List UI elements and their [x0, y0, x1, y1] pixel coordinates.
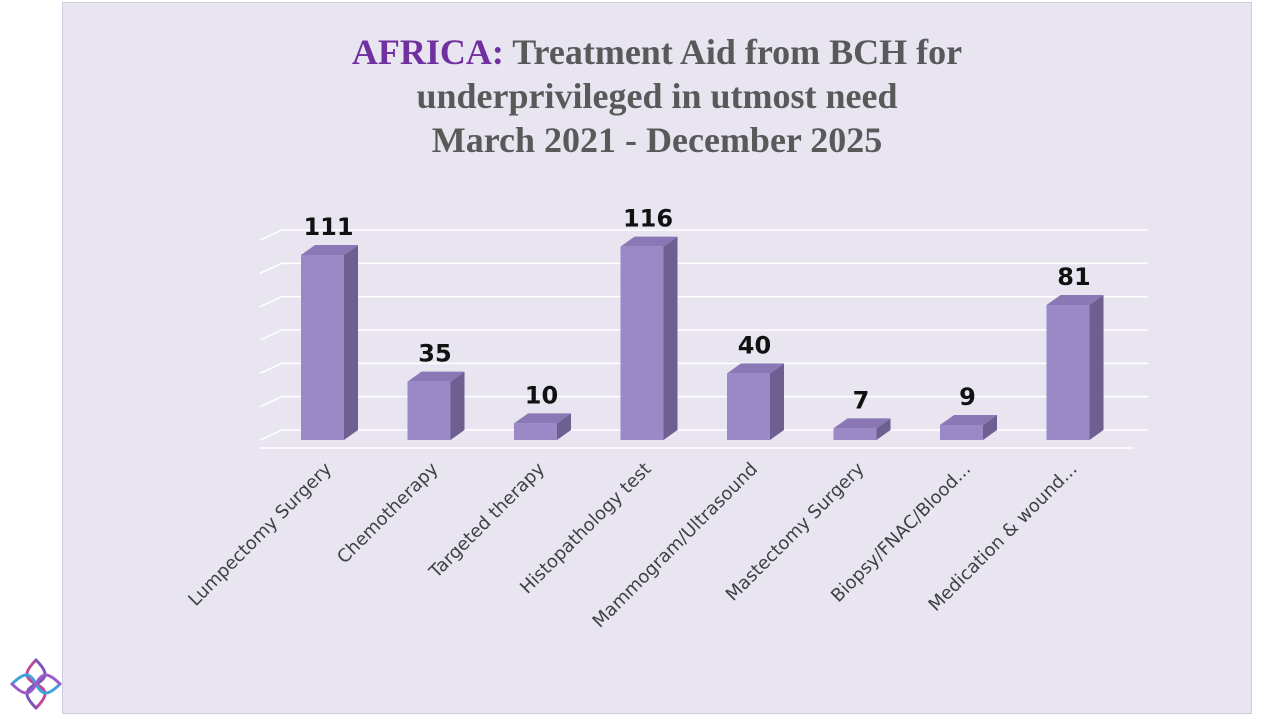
gridline-edge: [259, 329, 283, 341]
gridline-edge: [259, 362, 283, 375]
bar-side: [557, 413, 571, 440]
bar-side: [983, 415, 997, 440]
category-label: Chemotherapy: [333, 458, 443, 568]
bar: [833, 428, 877, 440]
gridline-edge: [259, 229, 283, 241]
bar-top: [620, 236, 678, 247]
bar-top: [1046, 295, 1104, 305]
bar: [940, 425, 983, 440]
data-label: 116: [623, 205, 673, 233]
bar-top: [514, 413, 571, 424]
data-label: 9: [959, 383, 976, 411]
bar-side: [770, 363, 784, 440]
data-label: 81: [1057, 263, 1090, 291]
category-label: Targeted therapy: [425, 458, 550, 583]
gridline-edge: [259, 262, 283, 275]
title-line-2: underprivileged in utmost need: [416, 76, 898, 116]
bar-top: [727, 363, 784, 374]
data-label: 10: [525, 381, 558, 409]
bar: [407, 381, 451, 440]
data-label: 111: [303, 213, 353, 241]
bar-side: [1089, 295, 1104, 440]
brand-knot-logo-icon: [10, 658, 62, 710]
gridline-edge: [259, 395, 283, 408]
title-region: AFRICA:: [351, 32, 504, 72]
bar-top: [940, 415, 997, 425]
bar-side: [876, 418, 891, 440]
bar: [620, 246, 664, 440]
data-label: 35: [418, 340, 451, 368]
gridline-edge: [259, 429, 283, 441]
bar: [514, 423, 557, 440]
data-label: 40: [738, 331, 771, 359]
title-line-3: March 2021 - December 2025: [431, 120, 883, 160]
bar: [1046, 305, 1090, 440]
title-line-1-rest: Treatment Aid from BCH for: [503, 32, 963, 72]
category-label: Lumpectomy Surgery: [184, 458, 336, 610]
chart-title: AFRICA: Treatment Aid from BCH for under…: [62, 30, 1252, 162]
bar-side: [344, 245, 358, 440]
bar-top: [301, 245, 358, 255]
bar-side: [663, 236, 678, 440]
bar: [727, 373, 770, 440]
data-label: 7: [853, 386, 870, 414]
title-line-1: AFRICA: Treatment Aid from BCH for: [62, 30, 1252, 74]
bar-side: [450, 371, 465, 440]
bar-top: [833, 418, 891, 429]
gridline-edge: [259, 295, 283, 308]
bar: [301, 255, 344, 440]
bar-top: [407, 371, 465, 382]
